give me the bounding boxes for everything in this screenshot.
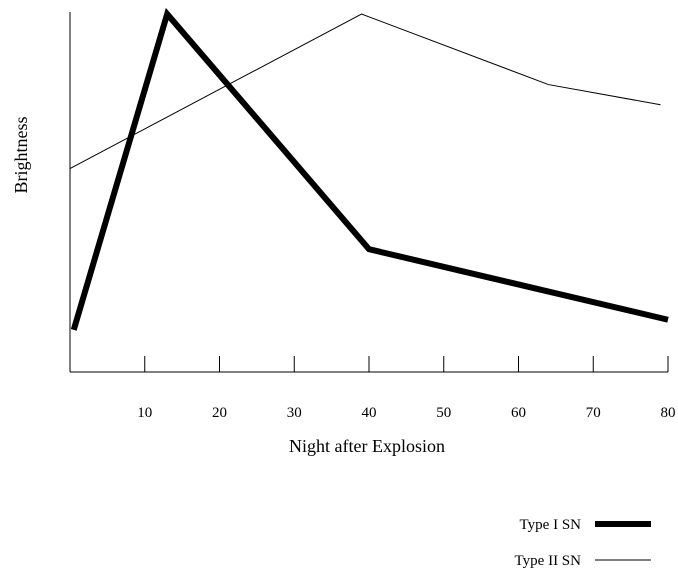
x-tick-label: 50	[436, 405, 451, 421]
series-line-type-i-sn	[70, 7, 669, 331]
x-axis-label: Night after Explosion	[289, 436, 445, 456]
axes	[69, 12, 668, 373]
series-line-type-ii-sn	[69, 13, 661, 170]
x-tick-label: 70	[586, 405, 601, 421]
x-ticks: 10 20 30 40 50 60 70 80	[137, 356, 676, 421]
x-tick-label: 30	[287, 405, 302, 421]
x-tick-label: 10	[137, 405, 152, 421]
series-lines	[69, 7, 669, 331]
y-axis-label: Brightness	[11, 116, 31, 193]
x-tick-label: 60	[511, 405, 526, 421]
legend-label: Type II SN	[515, 553, 582, 569]
x-tick-label: 80	[661, 405, 676, 421]
legend: Type I SN Type II SN	[515, 517, 651, 569]
x-tick-label: 40	[362, 405, 377, 421]
x-tick-label: 20	[212, 405, 227, 421]
legend-label: Type I SN	[520, 517, 582, 533]
